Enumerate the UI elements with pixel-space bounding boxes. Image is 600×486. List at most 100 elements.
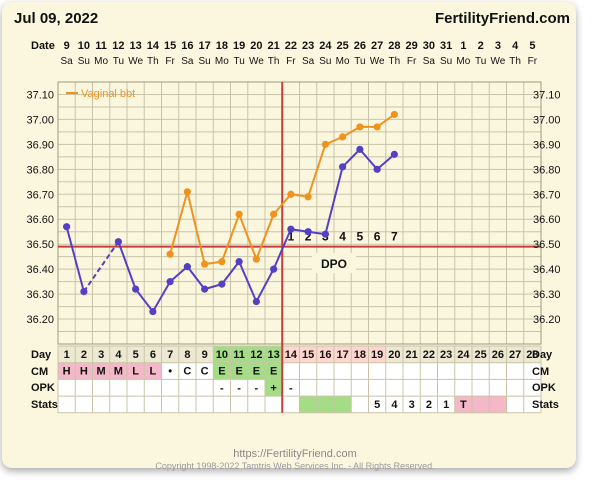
stats-row-label: Stats (31, 399, 58, 411)
weekday-tick: Th (147, 56, 159, 67)
cm-cell: C (201, 366, 209, 378)
cycle-day-cell: 6 (150, 349, 156, 361)
cycle-day-cell: 14 (285, 349, 298, 361)
fertile-day-cell (247, 346, 265, 363)
cycle-day-cell: 23 (440, 349, 452, 361)
series-segment (169, 265, 189, 283)
series-segment (65, 226, 85, 292)
cycle-day-cell: 19 (371, 349, 383, 361)
series-segment (169, 191, 189, 255)
data-point (80, 288, 88, 296)
y-tick-label-right: 36.60 (533, 214, 561, 226)
series-segment (359, 148, 378, 170)
cm-cell: E (253, 366, 260, 378)
y-tick-label: 36.70 (26, 189, 54, 201)
luteal-day-cell (334, 346, 352, 363)
site-name: FertilityFriend.com (435, 10, 570, 27)
weekday-tick: We (370, 56, 385, 67)
weekday-tick: Th (389, 56, 401, 67)
footer-url: https://FertilityFriend.com (233, 448, 356, 460)
y-tick-label-right: 36.20 (533, 314, 561, 326)
cycle-day-cell: 13 (268, 349, 280, 361)
fertile-cm-cell (247, 362, 265, 380)
date-tick: 13 (130, 40, 142, 52)
cycle-day-cell: 16 (319, 349, 331, 361)
date-tick: 19 (233, 40, 245, 52)
luteal-day-cell (299, 346, 317, 363)
date-tick: 22 (285, 40, 297, 52)
cm-row-label: CM (31, 366, 48, 378)
weekday-tick: Th (268, 56, 280, 67)
weekday-tick: Tu (113, 56, 124, 67)
cycle-day-cell: 9 (202, 349, 208, 361)
weekday-tick: Fr (407, 56, 417, 67)
cm-cell: L (150, 366, 157, 378)
date-tick: 26 (354, 40, 366, 52)
weekday-tick: Sa (302, 56, 315, 67)
cm-cell: M (97, 366, 106, 378)
fertile-day-cell (265, 346, 283, 363)
data-point (235, 258, 243, 266)
cycle-day-cell: 8 (184, 349, 190, 361)
dpo-marker: DPO (312, 253, 356, 273)
cycle-day-cell: 21 (406, 349, 418, 361)
luteal-day-cell (368, 346, 386, 363)
cycle-day-cell: 27 (509, 349, 521, 361)
data-point (218, 258, 226, 266)
cycle-day-cell: 12 (250, 349, 262, 361)
data-point (132, 285, 140, 293)
stats-cell: 1 (443, 399, 449, 411)
opk-cell: - (220, 382, 224, 394)
date-tick: 17 (199, 40, 211, 52)
series-segment (341, 148, 361, 168)
footer-copyright: Copyright 1998-2022 Tamtris Web Services… (155, 461, 434, 471)
weekday-tick: Mo (94, 56, 108, 67)
data-point (356, 123, 364, 131)
weekday-tick: Fr (528, 56, 538, 67)
y-tick-label-right: 37.00 (533, 114, 561, 126)
series-segment (255, 213, 275, 260)
weekday-tick: Tu (233, 56, 244, 67)
cycle-day-cell: 22 (423, 349, 435, 361)
data-point (252, 297, 260, 306)
date-tick: 23 (302, 40, 314, 52)
y-tick-label: 36.60 (26, 214, 54, 226)
y-tick-label: 37.00 (26, 114, 54, 126)
y-tick-label: 36.30 (26, 289, 54, 301)
fertile-day-cell (230, 346, 248, 363)
series-segment (238, 261, 258, 302)
data-point (252, 255, 260, 263)
cm-cell: E (218, 366, 225, 378)
plot-border (57, 81, 542, 345)
fertile-cm-cell (230, 362, 248, 380)
cm-cell: C (183, 366, 191, 378)
day-row-label-right: Day (532, 349, 553, 361)
data-point (183, 263, 191, 271)
stats-highlight-cell (334, 396, 352, 413)
series-segment (221, 261, 240, 285)
stats-pink-cell (454, 396, 472, 413)
date-tick: 4 (512, 40, 519, 52)
series-segment (83, 241, 120, 293)
series-segment (324, 166, 344, 235)
date-tick: 21 (268, 40, 280, 52)
weekday-tick: Tu (354, 56, 365, 67)
opk-cell: - (255, 382, 259, 394)
menstrual-cell (109, 362, 127, 380)
y-tick-label-right: 36.30 (533, 289, 561, 301)
dpo-number: 5 (357, 230, 364, 244)
date-tick: 3 (495, 40, 501, 52)
y-tick-label-right: 37.10 (533, 89, 561, 101)
y-tick-label: 36.50 (26, 239, 54, 251)
date-tick: 24 (319, 40, 332, 52)
series-segment (272, 228, 292, 270)
cm-cell: H (80, 366, 88, 378)
weekday-tick: Mo (215, 56, 229, 67)
dpo-number: 2 (305, 230, 312, 244)
series-segment (307, 144, 327, 198)
data-point (201, 260, 209, 268)
cycle-day-cell: 20 (388, 349, 400, 361)
menstrual-cell (58, 362, 76, 380)
dpo-number: 4 (339, 230, 346, 244)
